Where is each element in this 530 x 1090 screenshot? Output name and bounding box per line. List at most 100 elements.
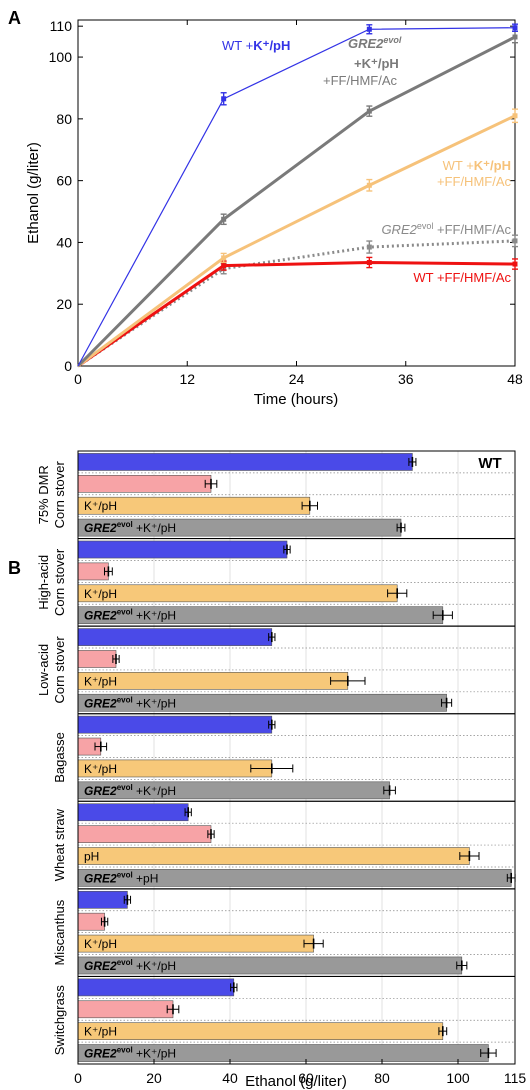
y-tick-label: 0	[64, 358, 72, 374]
group-label: Low-acid	[36, 644, 51, 696]
y-tick-label: 60	[56, 173, 72, 189]
x-tick-label: 48	[507, 371, 523, 387]
data-point	[512, 238, 518, 244]
data-point	[366, 108, 372, 114]
bar	[77, 453, 413, 471]
group-label: Miscanthus	[52, 899, 67, 965]
series-line	[77, 239, 516, 368]
bar	[77, 562, 109, 581]
x-tick-label: 115	[504, 1070, 527, 1086]
panel-a-x-axis-label: Time (hours)	[254, 391, 338, 408]
data-point	[512, 261, 518, 267]
x-tick-label: 100	[446, 1070, 470, 1086]
group-label: Corn stover	[52, 636, 67, 704]
group-label: High-acid	[36, 555, 51, 610]
bar-label: K⁺/pH	[84, 587, 117, 601]
bar-label: GRE2evol +K⁺/pH	[84, 958, 176, 973]
series-line	[77, 261, 516, 368]
x-tick-label: 0	[74, 1070, 82, 1086]
panel-a-y-axis-label: Ethanol (g/liter)	[25, 142, 42, 244]
group-label: Bagasse	[52, 732, 67, 783]
bar	[77, 628, 273, 646]
x-tick-label: 36	[398, 371, 414, 387]
data-point	[366, 182, 372, 188]
y-tick-label: 40	[56, 234, 72, 250]
data-point	[366, 244, 372, 250]
data-point	[512, 25, 518, 31]
data-point	[512, 34, 518, 40]
bar	[77, 847, 470, 865]
group-label: Corn stover	[52, 548, 67, 616]
bar-label: GRE2evol +K⁺/pH	[84, 520, 176, 535]
panel-b-letter: B	[8, 558, 21, 578]
bar-label: K⁺/pH	[84, 937, 117, 951]
bar-label: K⁺/pH	[84, 762, 117, 776]
group-label: 75% DMR	[36, 465, 51, 524]
group-label: Corn stover	[52, 461, 67, 529]
bar-group: K⁺/pH GRE2evol +K⁺/pH High-acid Corn stover	[36, 537, 515, 625]
bar-group: K⁺/pH GRE2evol +K⁺/pH Switchgrass	[52, 975, 515, 1062]
x-tick-label: 60	[298, 1070, 314, 1086]
x-tick-label: 20	[146, 1070, 162, 1086]
x-tick-label: 80	[374, 1070, 390, 1086]
data-point	[366, 260, 372, 266]
bar-label: GRE2evol +K⁺/pH	[84, 695, 176, 710]
panel-a-letter: A	[8, 8, 21, 28]
data-point	[221, 216, 227, 222]
data-point	[512, 113, 518, 119]
data-point	[366, 26, 372, 32]
panel-b-wt-label: WT	[478, 455, 501, 472]
label-wt-kph: WT +K⁺/pH	[222, 38, 290, 53]
series-line	[77, 114, 516, 368]
bar	[77, 1022, 444, 1040]
x-tick-label: 0	[74, 371, 82, 387]
bar	[77, 672, 349, 690]
series-line	[76, 35, 516, 368]
bar	[77, 803, 189, 822]
bar-label: K⁺/pH	[84, 499, 117, 513]
bar-label: GRE2evol +K⁺/pH	[84, 608, 176, 623]
label-wt-ff: WT +FF/HMF/Ac	[413, 270, 511, 285]
data-point	[221, 96, 227, 102]
bar	[77, 912, 105, 931]
label-gre2-kph-ff-line1: GRE2evol	[348, 35, 402, 51]
label-wt-kph-ff-line1: WT +K⁺/pH	[443, 158, 511, 173]
y-tick-label: 110	[50, 18, 73, 34]
bar-label: pH	[84, 850, 99, 864]
label-gre2-kph-ff-line2: +K⁺/pH	[354, 56, 399, 71]
bar	[77, 890, 128, 909]
panel-b-x-axis-label: Ethanol (g/liter)	[245, 1073, 347, 1090]
group-label: Switchgrass	[52, 985, 67, 1056]
bar-label: K⁺/pH	[84, 1025, 117, 1039]
bar-group: K⁺/pH GRE2evol +K⁺/pH Low-acid Corn stover	[36, 625, 515, 712]
bar-group: K⁺/pH GRE2evol +K⁺/pH Miscanthus	[52, 888, 515, 975]
bar	[77, 825, 212, 843]
bar-group: K⁺/pH GRE2evol +K⁺/pH Bagasse	[52, 713, 515, 800]
x-tick-label: 12	[179, 371, 195, 387]
panel-b-x-ticks: 0 20 40 60 80 100 115	[74, 1059, 526, 1086]
group-label: Wheat straw	[52, 808, 67, 881]
data-point	[221, 255, 227, 261]
bar-label: GRE2evol +K⁺/pH	[84, 783, 176, 798]
panel-a-line-chart: 0 20 40 60 80 100 110 0 12 24 36 48 Time (hours) E…	[25, 18, 523, 408]
bar	[77, 540, 288, 559]
panel-a-y-ticks: 0 20 40 60 80 100 110	[49, 18, 515, 374]
bar	[77, 715, 273, 734]
label-wt-kph-ff-line2: +FF/HMF/Ac	[437, 174, 512, 189]
data-point	[221, 263, 227, 269]
bar-label: GRE2evol +K⁺/pH	[84, 1046, 176, 1061]
x-tick-label: 24	[289, 371, 305, 387]
bar	[77, 584, 398, 603]
y-tick-label: 80	[56, 111, 72, 127]
panel-a-series	[76, 23, 518, 368]
panel-a-x-ticks: 0 12 24 36 48	[74, 20, 523, 387]
y-tick-label: 20	[56, 296, 72, 312]
x-tick-label: 40	[222, 1070, 238, 1086]
bar	[77, 1000, 174, 1019]
panel-b-frame	[77, 450, 516, 1065]
bar-label: K⁺/pH	[84, 674, 117, 688]
series-line	[77, 27, 516, 367]
